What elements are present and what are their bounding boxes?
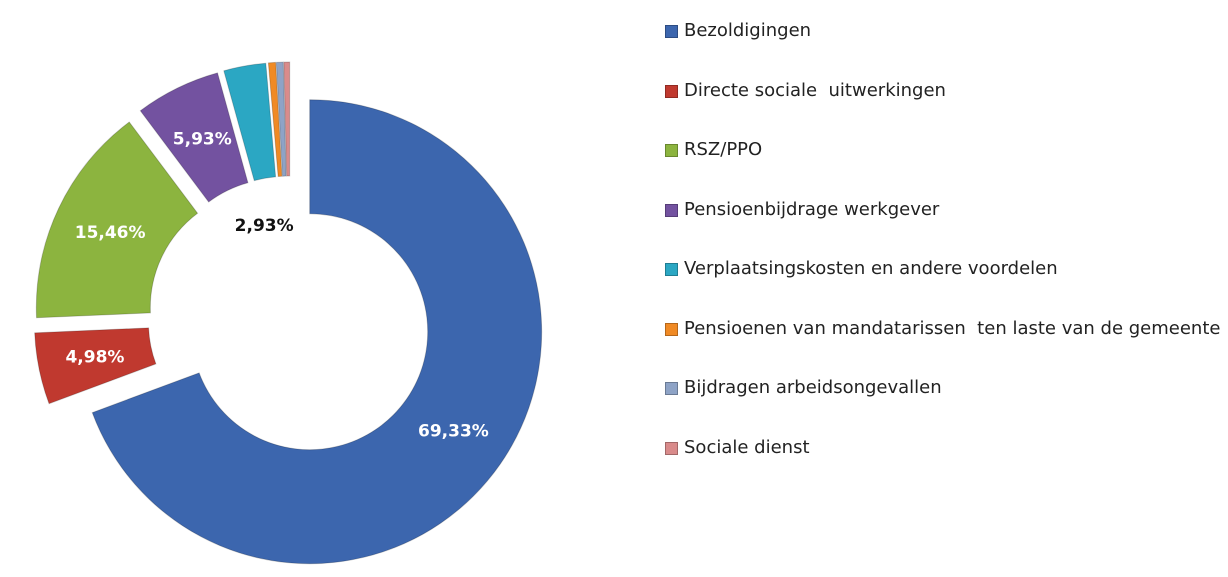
- data-label: 2,93%: [235, 216, 294, 236]
- legend-swatch: [665, 263, 678, 276]
- donut-segment: [34, 327, 157, 405]
- legend-item: Verplaatsingskosten en andere voordelen: [665, 256, 1225, 316]
- legend-label: Directe sociale uitwerkingen: [684, 79, 946, 101]
- legend-swatch: [665, 441, 678, 455]
- legend-label: RSZ/PPO: [684, 139, 763, 160]
- donut-segment: [275, 61, 287, 177]
- legend-item: Pensioenen van mandatarissen ten laste v…: [665, 316, 1225, 376]
- donut-segment: [283, 61, 291, 177]
- legend-item: RSZ/PPO: [665, 137, 1225, 197]
- donut-segment: [139, 72, 249, 203]
- legend-item: Pensioenbijdrage werkgever: [665, 197, 1225, 257]
- legend-item: Bezoldigingen: [665, 18, 1225, 78]
- legend-swatch: [665, 25, 678, 38]
- legend-item: Bijdragen arbeidsongevallen: [665, 375, 1225, 435]
- legend-swatch: [665, 144, 678, 157]
- data-label: 4,98%: [65, 347, 124, 367]
- legend-label: Sociale dienst: [684, 436, 810, 458]
- legend-swatch: [665, 382, 678, 395]
- legend-label: Verplaatsingskosten en andere voordelen: [684, 258, 1058, 279]
- legend-item: Sociale dienst: [665, 435, 1225, 495]
- legend-label: Pensioenen van mandatarissen ten laste v…: [684, 317, 1221, 339]
- legend-swatch: [665, 84, 678, 98]
- donut-segment: [223, 62, 277, 182]
- donut-segment: [35, 121, 199, 319]
- legend-label: Pensioenbijdrage werkgever: [684, 198, 940, 220]
- legend-swatch: [665, 203, 678, 217]
- legend-label: Bijdragen arbeidsongevallen: [684, 377, 942, 398]
- legend: Bezoldigingen Directe sociale uitwerkinge…: [665, 18, 1225, 494]
- data-label: 15,46%: [75, 223, 146, 243]
- data-label: 69,33%: [418, 422, 489, 442]
- data-label: 5,93%: [173, 129, 232, 149]
- legend-label: Bezoldigingen: [684, 20, 812, 41]
- legend-swatch: [665, 322, 678, 336]
- donut-segment: [267, 61, 283, 178]
- chart: 69,33% 4,98% 15,46% 5,93% 2,93%: [34, 61, 543, 565]
- donut-segment: [91, 99, 543, 565]
- legend-item: Directe sociale uitwerkingen: [665, 78, 1225, 138]
